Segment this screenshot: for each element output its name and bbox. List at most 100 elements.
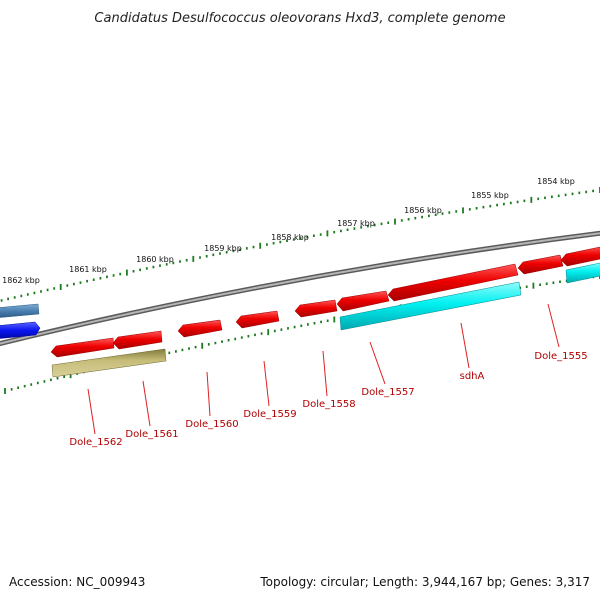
minor-tick xyxy=(273,329,276,333)
minor-tick xyxy=(194,345,197,349)
tick-label: 1855 kbp xyxy=(471,191,509,200)
minor-tick xyxy=(448,211,451,214)
tick-label: 1854 kbp xyxy=(537,177,575,186)
minor-tick xyxy=(79,281,82,284)
minor-tick xyxy=(559,280,561,283)
minor-tick xyxy=(353,227,356,230)
minor-tick xyxy=(33,291,36,295)
minor-tick xyxy=(10,388,13,391)
minor-tick xyxy=(272,242,275,245)
minor-tick xyxy=(152,265,155,269)
gene-label[interactable]: Dole_1555 xyxy=(534,351,587,362)
minor-tick xyxy=(240,336,243,339)
minor-tick xyxy=(26,293,29,296)
minor-tick xyxy=(181,348,184,352)
gene-red-right[interactable] xyxy=(560,246,600,267)
major-tick xyxy=(530,196,533,203)
minor-tick xyxy=(516,200,519,204)
minor-tick xyxy=(30,383,33,386)
gene-dole-1557[interactable] xyxy=(336,290,390,312)
minor-tick xyxy=(468,208,471,211)
gene-label[interactable]: Dole_1557 xyxy=(361,387,414,398)
gene-steel-left[interactable] xyxy=(0,303,40,318)
minor-tick xyxy=(279,240,282,244)
minor-tick xyxy=(592,189,594,193)
minor-tick xyxy=(380,222,383,226)
minor-tick xyxy=(179,260,181,263)
gene-cyan-right[interactable] xyxy=(565,262,600,284)
minor-tick xyxy=(66,284,69,287)
gene-label[interactable]: Dole_1560 xyxy=(185,419,238,430)
minor-tick xyxy=(245,247,248,250)
minor-tick xyxy=(544,196,546,200)
gene-olive[interactable] xyxy=(51,348,167,378)
minor-tick xyxy=(73,282,75,286)
gene-label[interactable]: Dole_1561 xyxy=(125,429,178,440)
gene-label[interactable]: Dole_1558 xyxy=(302,399,355,410)
minor-tick xyxy=(387,221,390,224)
gene-cyan-sdh[interactable] xyxy=(339,281,522,331)
minor-tick xyxy=(0,299,3,302)
gene-dole-1561[interactable] xyxy=(112,330,163,350)
gene-label[interactable]: Dole_1562 xyxy=(69,437,122,448)
minor-tick xyxy=(340,229,342,233)
minor-tick xyxy=(434,213,437,216)
gene-dole-1555[interactable] xyxy=(517,254,564,275)
minor-tick xyxy=(539,283,541,286)
minor-tick xyxy=(188,347,190,350)
minor-tick xyxy=(20,294,23,298)
minor-tick xyxy=(299,237,302,240)
gene-dole-1562[interactable] xyxy=(50,337,115,358)
minor-tick xyxy=(172,261,175,265)
minor-tick xyxy=(545,282,548,285)
gene-labels: Dole_1562 Dole_1561 Dole_1560 Dole_1559 … xyxy=(69,351,587,448)
gene-label[interactable]: sdhA xyxy=(460,371,485,382)
minor-tick xyxy=(132,270,135,273)
minor-tick xyxy=(428,214,430,218)
gene-blue-left[interactable] xyxy=(0,321,41,339)
tick-label: 1861 kbp xyxy=(69,265,107,274)
gene-dole-1558[interactable] xyxy=(294,299,338,318)
minor-tick xyxy=(319,233,322,236)
minor-tick xyxy=(252,245,255,249)
minor-tick xyxy=(320,320,322,324)
minor-tick xyxy=(232,249,235,253)
minor-tick xyxy=(50,378,52,382)
minor-tick xyxy=(86,279,88,283)
minor-tick xyxy=(212,253,215,257)
minor-tick xyxy=(254,333,256,337)
minor-tick xyxy=(552,281,555,284)
minor-tick xyxy=(247,335,250,338)
minor-tick xyxy=(227,339,230,342)
gene-dole-1559[interactable] xyxy=(235,310,280,329)
topology-summary: Topology: circular; Length: 3,944,167 bp… xyxy=(259,575,590,589)
gene-features xyxy=(0,246,600,378)
map-title: Candidatus Desulfococcus oleovorans Hxd3… xyxy=(94,11,505,26)
minor-tick xyxy=(523,199,526,203)
gene-label[interactable]: Dole_1559 xyxy=(243,409,296,420)
gene-sdha[interactable] xyxy=(387,263,519,302)
minor-tick xyxy=(537,197,540,201)
gene-dole-1560[interactable] xyxy=(177,319,223,338)
tick-label: 1859 kbp xyxy=(204,244,242,253)
minor-tick xyxy=(421,215,423,219)
minor-tick xyxy=(414,216,417,220)
minor-tick xyxy=(360,226,363,229)
minor-tick xyxy=(578,191,581,195)
minor-tick xyxy=(313,234,315,237)
minor-tick xyxy=(185,259,188,262)
minor-tick xyxy=(63,375,65,378)
minor-tick xyxy=(496,203,498,207)
minor-tick xyxy=(551,195,553,199)
minor-tick xyxy=(112,274,115,277)
outer-tick-ring xyxy=(0,187,600,302)
minor-tick xyxy=(564,193,567,197)
minor-tick xyxy=(280,328,283,331)
minor-tick xyxy=(199,256,201,259)
minor-tick xyxy=(326,319,329,322)
tick-label: 1860 kbp xyxy=(136,255,174,264)
major-tick xyxy=(192,255,195,262)
minor-tick xyxy=(36,381,39,385)
minor-tick xyxy=(225,251,228,254)
minor-tick xyxy=(159,264,161,267)
